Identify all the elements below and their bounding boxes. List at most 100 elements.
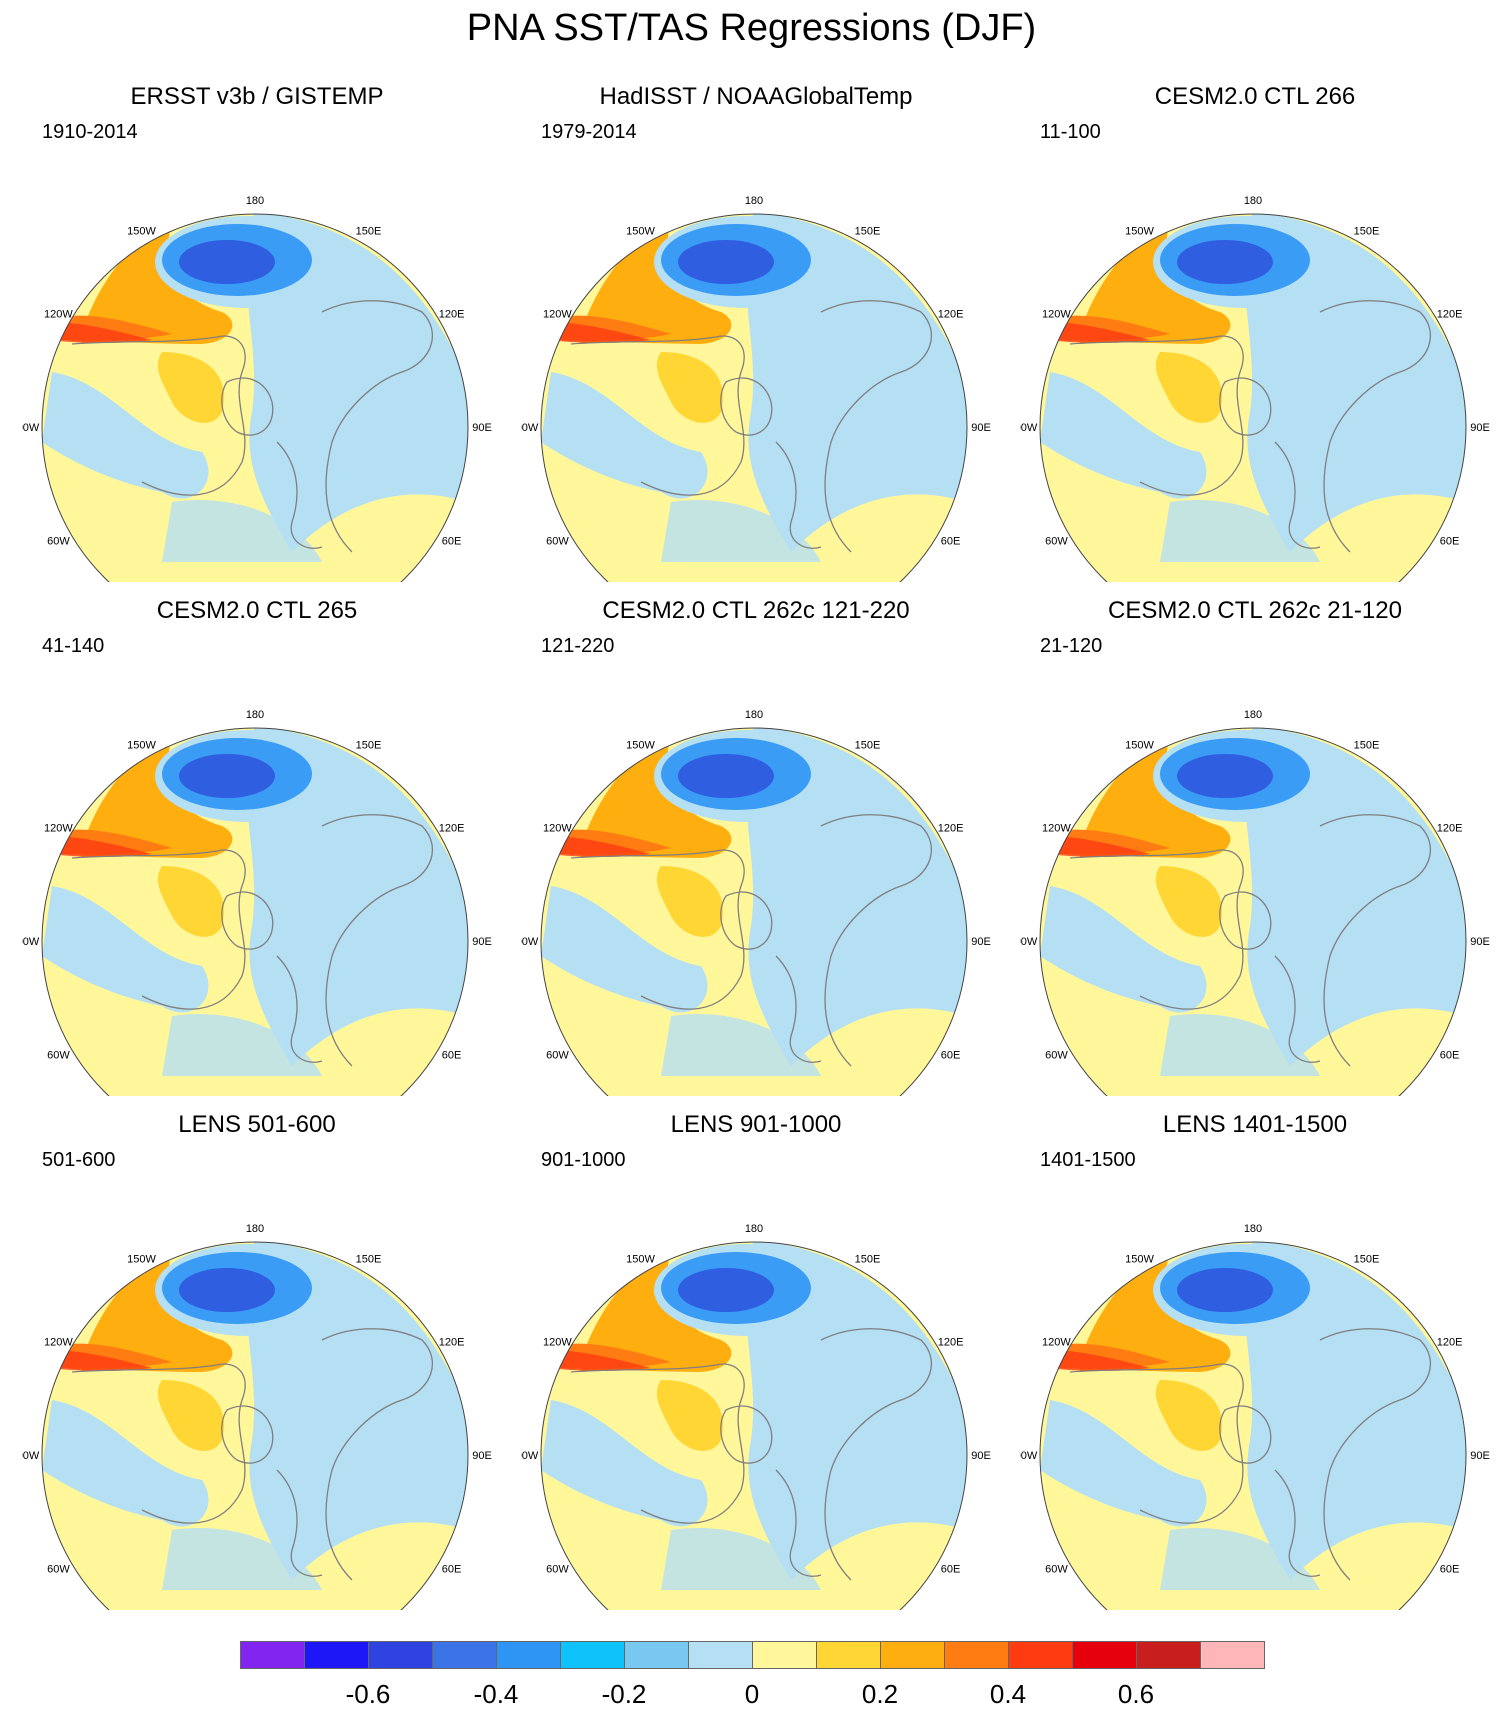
longitude-label: 120W — [543, 1337, 572, 1349]
longitude-label: 60W — [47, 1564, 70, 1576]
longitude-label: 120E — [938, 309, 964, 321]
longitude-label: 120E — [439, 1337, 465, 1349]
polar-map: 180150E120E90E60E30E030W60W90W120W150W — [521, 709, 991, 1096]
anomaly-field — [42, 728, 468, 1096]
coastlines — [570, 300, 932, 553]
longitude-label: 150E — [356, 1253, 382, 1265]
polar-map: 180150E120E90E60E30E030W60W90W120W150W — [1020, 1223, 1490, 1610]
longitude-label: 150W — [127, 225, 156, 237]
longitude-label: 150E — [1354, 739, 1380, 751]
longitude-label: 120E — [439, 309, 465, 321]
panel-period: 1910-2014 — [42, 121, 138, 143]
longitude-label: 150W — [1125, 739, 1154, 751]
longitude-label: 60W — [1045, 536, 1068, 548]
polar-map: 180150E120E90E60E30E030W60W90W120W150W — [521, 1223, 991, 1610]
longitude-label: 60W — [546, 1564, 569, 1576]
longitude-label: 90W — [1020, 1450, 1038, 1462]
longitude-label: 120E — [1437, 309, 1463, 321]
longitude-label: 120W — [1042, 309, 1071, 321]
anomaly-field — [541, 1242, 967, 1610]
polar-map: 180150E120E90E60E30E030W60W90W120W150W — [22, 709, 492, 1096]
anomaly-field — [1040, 214, 1466, 582]
longitude-label: 90W — [22, 936, 40, 948]
map-panel: 180150E120E90E60E30E030W60W90W120W150WLE… — [22, 1110, 492, 1610]
longitude-label: 60E — [941, 1050, 961, 1062]
colorbar-tick-label: 0.2 — [861, 1679, 899, 1709]
longitude-label: 180 — [246, 709, 264, 721]
panel-period: 21-120 — [1040, 635, 1103, 657]
map-panel: 180150E120E90E60E30E030W60W90W120W150WER… — [22, 82, 492, 582]
colorbar-tick-label: 0.6 — [1117, 1679, 1155, 1709]
longitude-label: 90W — [521, 936, 539, 948]
colorbar-box — [944, 1641, 1009, 1669]
longitude-label: 90W — [1020, 422, 1038, 434]
colorbar-box — [1136, 1641, 1201, 1669]
longitude-label: 150W — [626, 225, 655, 237]
colorbar-box — [1008, 1641, 1073, 1669]
map-panel: 180150E120E90E60E30E030W60W90W120W150WCE… — [1020, 596, 1490, 1096]
longitude-label: 120E — [938, 823, 964, 835]
longitude-label: 180 — [745, 709, 763, 721]
longitude-label: 60W — [546, 1050, 569, 1062]
panel-period: 501-600 — [42, 1149, 116, 1171]
colorbar-box — [624, 1641, 689, 1669]
panel-title: CESM2.0 CTL 266 — [1154, 83, 1356, 110]
colorbar-tick-label: -0.4 — [473, 1679, 519, 1709]
longitude-label: 180 — [1244, 709, 1262, 721]
colorbar-tick-label: -0.6 — [345, 1679, 391, 1709]
longitude-label: 120W — [543, 309, 572, 321]
longitude-label: 90E — [472, 422, 492, 434]
colorbar-box — [368, 1641, 433, 1669]
longitude-label: 120W — [44, 1337, 73, 1349]
longitude-label: 60W — [546, 536, 569, 548]
longitude-label: 150E — [855, 739, 881, 751]
map-panel: 180150E120E90E60E30E030W60W90W120W150WCE… — [1020, 82, 1490, 582]
panel-period: 1979-2014 — [541, 121, 637, 143]
colorbar-tick-label: -0.2 — [601, 1679, 647, 1709]
polar-map: 180150E120E90E60E30E030W60W90W120W150W — [1020, 709, 1490, 1096]
polar-map: 180150E120E90E60E30E030W60W90W120W150W — [22, 195, 492, 582]
anomaly-field — [42, 214, 468, 582]
longitude-label: 60E — [941, 536, 961, 548]
longitude-label: 120W — [44, 823, 73, 835]
coastlines — [71, 814, 433, 1067]
longitude-label: 180 — [745, 1223, 763, 1235]
anomaly-field — [541, 214, 967, 582]
longitude-label: 150W — [626, 1253, 655, 1265]
coastlines — [71, 300, 433, 553]
longitude-label: 90E — [971, 936, 991, 948]
anomaly-field — [1040, 1242, 1466, 1610]
longitude-label: 90W — [22, 422, 40, 434]
panel-title: LENS 901-1000 — [670, 1111, 842, 1138]
longitude-label: 90W — [1020, 936, 1038, 948]
colorbar-tick-label: 0.4 — [989, 1679, 1027, 1709]
panel-title: LENS 1401-1500 — [1162, 1111, 1348, 1138]
longitude-label: 180 — [246, 1223, 264, 1235]
colorbar-box — [816, 1641, 881, 1669]
longitude-label: 150W — [626, 739, 655, 751]
longitude-label: 90E — [472, 1450, 492, 1462]
polar-map: 180150E120E90E60E30E030W60W90W120W150W — [521, 195, 991, 582]
longitude-label: 60E — [442, 1564, 462, 1576]
map-panel: 180150E120E90E60E30E030W60W90W120W150WLE… — [1020, 1110, 1490, 1610]
coastlines — [1069, 814, 1431, 1067]
colorbar-box — [880, 1641, 945, 1669]
coastlines — [71, 1328, 433, 1581]
panel-title: CESM2.0 CTL 265 — [156, 597, 358, 624]
longitude-label: 90E — [1470, 1450, 1490, 1462]
colorbar-tick-label: 0 — [744, 1679, 760, 1709]
polar-map: 180150E120E90E60E30E030W60W90W120W150W — [1020, 195, 1490, 582]
longitude-label: 90W — [521, 422, 539, 434]
longitude-label: 150E — [1354, 225, 1380, 237]
longitude-label: 60E — [1440, 1564, 1460, 1576]
panel-period: 11-100 — [1040, 121, 1101, 143]
longitude-label: 150E — [1354, 1253, 1380, 1265]
longitude-label: 60E — [941, 1564, 961, 1576]
colorbar-box — [560, 1641, 625, 1669]
panel-period: 1401-1500 — [1040, 1149, 1136, 1171]
map-panel: 180150E120E90E60E30E030W60W90W120W150WLE… — [521, 1110, 991, 1610]
longitude-label: 90E — [1470, 422, 1490, 434]
colorbar-box — [496, 1641, 561, 1669]
panel-period: 121-220 — [541, 635, 615, 657]
longitude-label: 150W — [127, 739, 156, 751]
